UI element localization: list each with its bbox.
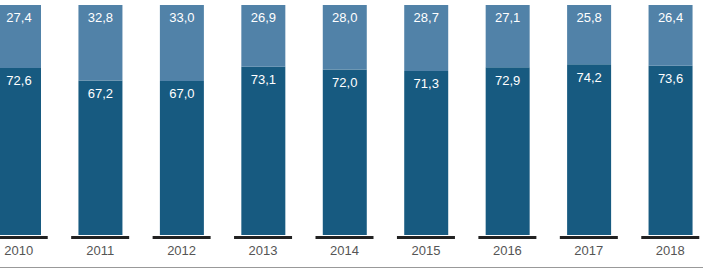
svg-text:73,6: 73,6 (658, 71, 683, 86)
svg-text:2017: 2017 (574, 243, 603, 258)
svg-text:28,7: 28,7 (414, 10, 439, 25)
svg-text:27,4: 27,4 (8, 10, 32, 25)
svg-text:2011: 2011 (86, 243, 114, 258)
svg-text:67,2: 67,2 (88, 86, 113, 101)
svg-text:27,1: 27,1 (495, 10, 520, 25)
svg-text:2012: 2012 (167, 243, 196, 258)
svg-text:71,3: 71,3 (414, 76, 439, 91)
svg-text:28,0: 28,0 (332, 10, 357, 25)
svg-text:72,0: 72,0 (332, 75, 357, 90)
svg-text:74,2: 74,2 (576, 70, 601, 85)
svg-text:33,0: 33,0 (169, 10, 194, 25)
svg-text:73,1: 73,1 (251, 72, 276, 87)
svg-text:72,6: 72,6 (8, 73, 32, 88)
svg-text:25,8: 25,8 (576, 10, 601, 25)
svg-text:67,0: 67,0 (169, 86, 194, 101)
svg-text:26,4: 26,4 (658, 10, 683, 25)
svg-text:32,8: 32,8 (88, 10, 113, 25)
svg-text:2010: 2010 (8, 243, 33, 258)
svg-text:26,9: 26,9 (251, 10, 276, 25)
svg-text:2015: 2015 (411, 243, 440, 258)
svg-text:2013: 2013 (249, 243, 278, 258)
svg-text:2018: 2018 (656, 243, 685, 258)
svg-text:2014: 2014 (330, 243, 359, 258)
svg-text:72,9: 72,9 (495, 73, 520, 88)
svg-text:2016: 2016 (493, 243, 522, 258)
